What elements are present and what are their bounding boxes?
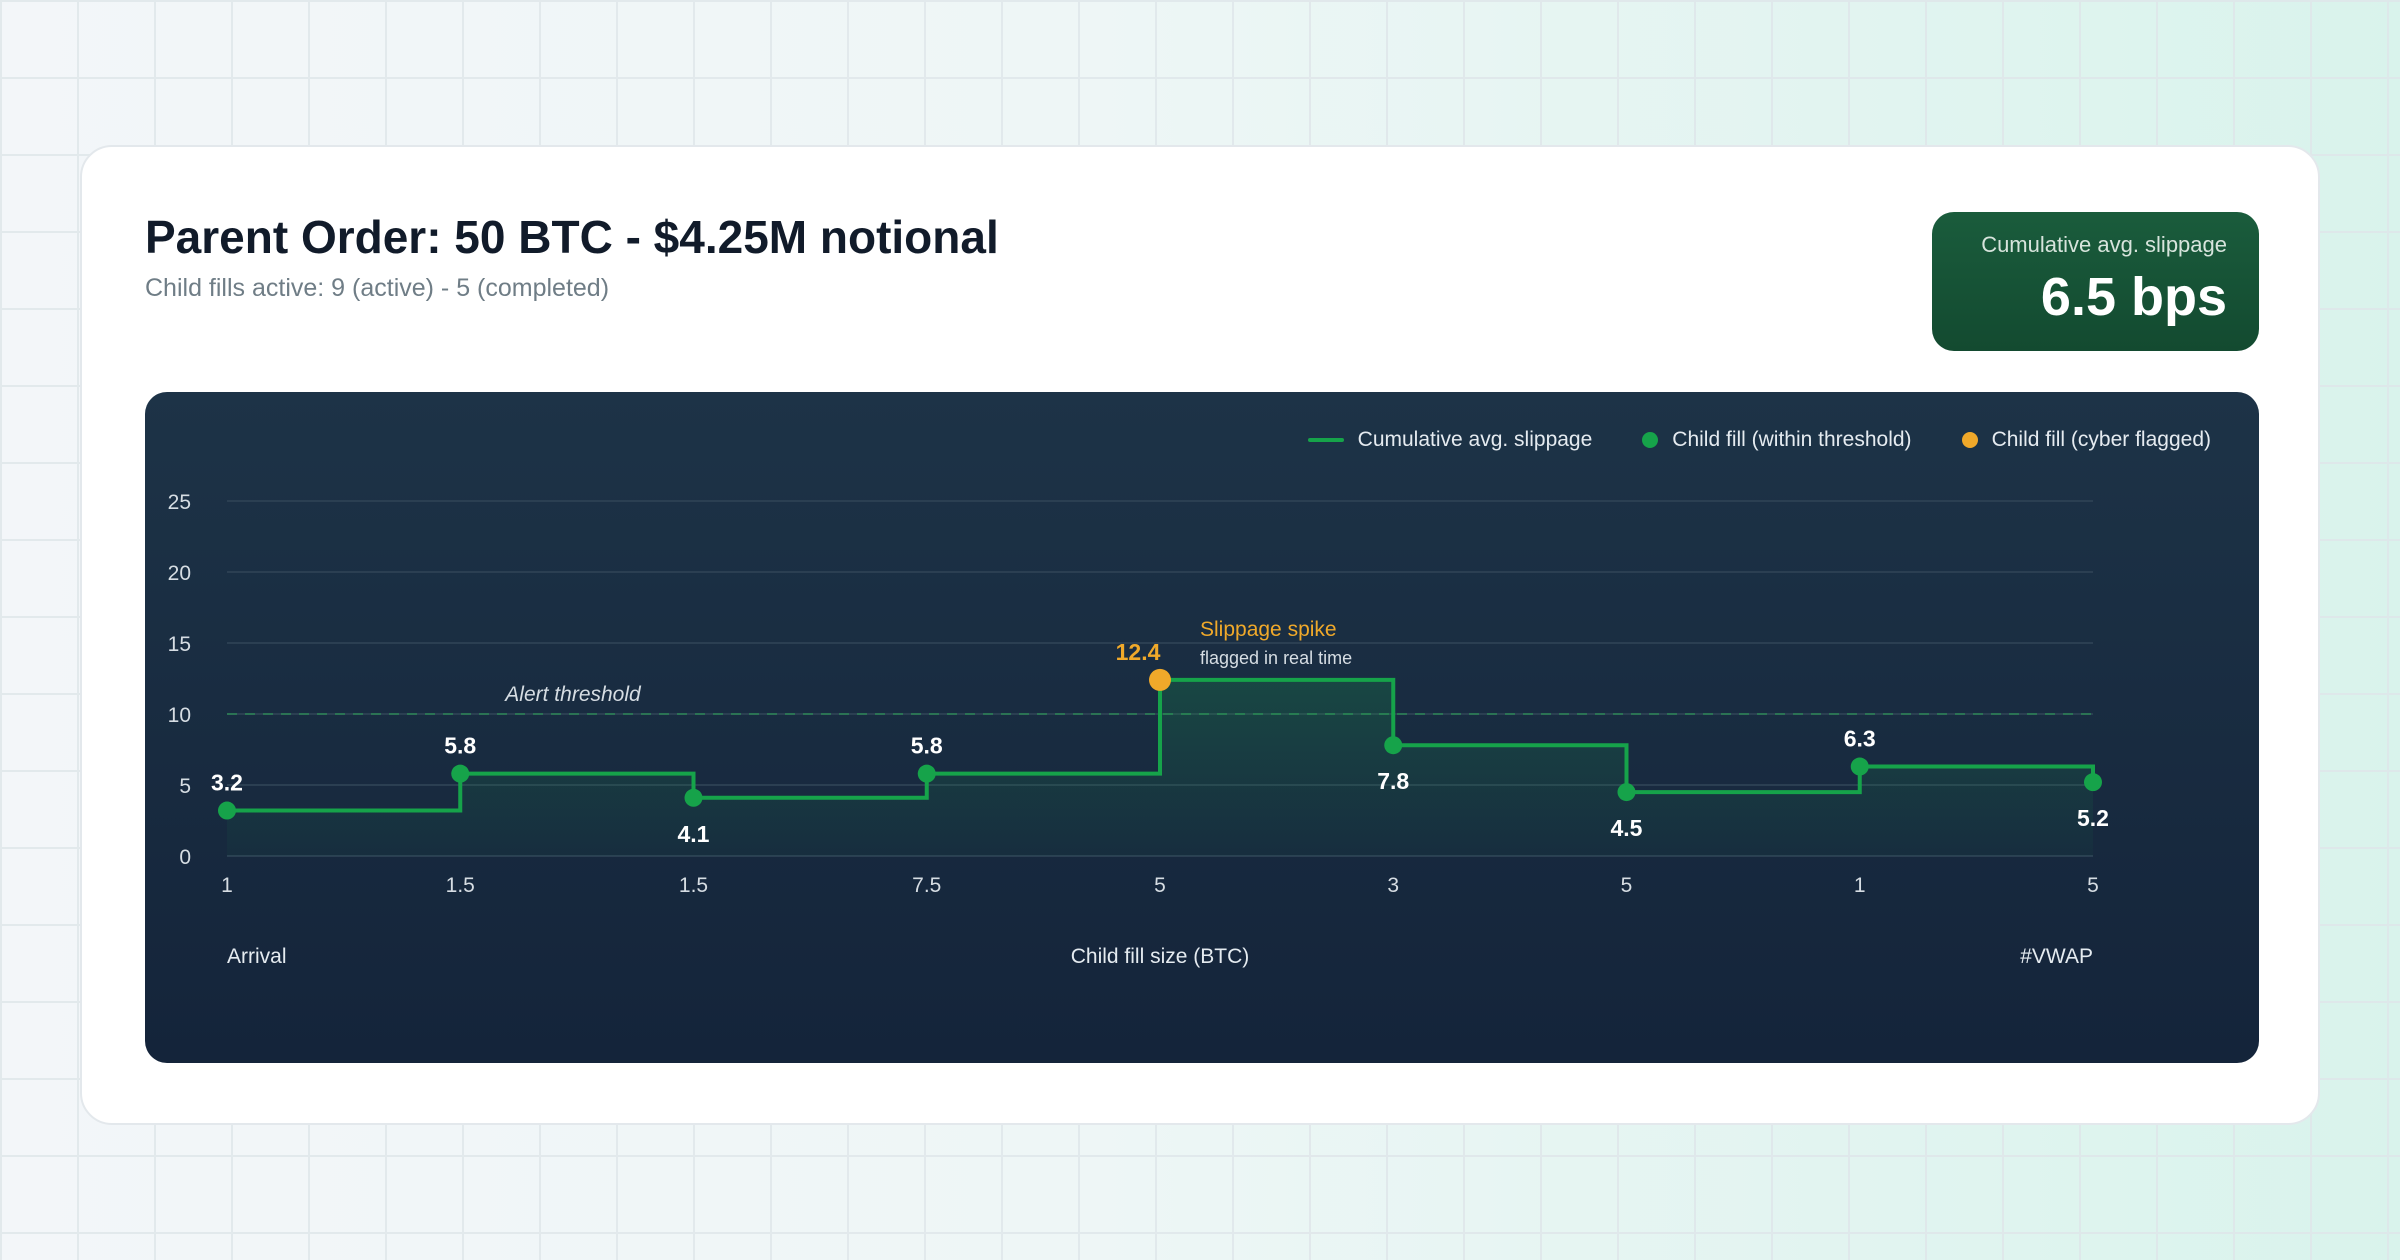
y-tick-label: 20 — [168, 562, 191, 585]
orange-dot-icon — [1961, 432, 1978, 448]
data-label: 5.8 — [444, 733, 476, 759]
x-tick-label: 1.5 — [679, 874, 708, 897]
y-tick-label: 5 — [179, 775, 191, 798]
x-tick-label: 1 — [221, 874, 233, 897]
line-swatch-icon — [1307, 438, 1344, 442]
x-axis-title: Child fill size (BTC) — [1071, 945, 1250, 968]
legend-item-normal: Child fill (within threshold) — [1642, 428, 1912, 452]
order-card: Parent Order: 50 BTC - $4.25M notional C… — [80, 145, 2320, 1125]
data-label: 12.4 — [1116, 639, 1161, 665]
data-label: 5.8 — [911, 733, 943, 759]
annotation-title: Slippage spike — [1200, 618, 1337, 641]
fill-point — [218, 801, 236, 820]
fill-point — [2084, 773, 2102, 792]
data-label: 4.5 — [1611, 815, 1643, 841]
y-tick-label: 25 — [168, 491, 191, 514]
flagged-fill-point — [1149, 668, 1171, 691]
fill-point — [917, 764, 936, 783]
x-tick-label: 5 — [2087, 874, 2099, 897]
legend-label: Child fill (within threshold) — [1672, 428, 1912, 451]
chart-panel: 0 5 10 15 20 25 Alert threshold 3.2 1 5.8 1.5 4.1 1.… — [145, 392, 2259, 1063]
data-label: 6.3 — [1844, 726, 1876, 752]
page-title: Parent Order: 50 BTC - $4.25M notional — [145, 211, 999, 263]
slippage-badge: Cumulative avg. slippage 6.5 bps — [1932, 212, 2259, 351]
x-tick-label: 3 — [1387, 874, 1399, 897]
page-subtitle: Child fills active: 9 (active) - 5 (comp… — [145, 274, 610, 302]
y-tick-label: 15 — [168, 633, 191, 656]
data-label: 4.1 — [678, 821, 710, 847]
legend-item-flagged: Child fill (cyber flagged) — [1961, 428, 2211, 452]
x-tick-label: 1.5 — [446, 874, 475, 897]
legend-label: Cumulative avg. slippage — [1357, 428, 1593, 451]
fill-point — [1384, 736, 1403, 755]
fill-point — [451, 764, 470, 783]
x-end-label: #VWAP — [2020, 945, 2093, 968]
x-tick-label: 5 — [1154, 874, 1166, 897]
fill-point — [684, 788, 703, 807]
legend-item-line: Cumulative avg. slippage — [1307, 428, 1593, 452]
x-start-label: Arrival — [227, 945, 287, 968]
chart-legend: Cumulative avg. slippage Child fill (wit… — [1307, 428, 2211, 452]
annotation-subtitle: flagged in real time — [1200, 648, 1352, 668]
x-tick-label: 1 — [1854, 874, 1866, 897]
green-dot-icon — [1642, 432, 1659, 448]
badge-label: Cumulative avg. slippage — [1981, 232, 2227, 257]
legend-label: Child fill (cyber flagged) — [1991, 428, 2211, 451]
data-label: 3.2 — [211, 770, 243, 796]
x-tick-label: 7.5 — [912, 874, 941, 897]
threshold-label: Alert threshold — [503, 683, 642, 706]
fill-point — [1617, 783, 1636, 802]
fill-point — [1850, 757, 1869, 776]
y-tick-label: 10 — [168, 704, 191, 727]
data-label: 7.8 — [1377, 768, 1409, 794]
data-label: 5.2 — [2077, 805, 2109, 831]
y-tick-label: 0 — [179, 846, 191, 869]
badge-value: 6.5 bps — [2040, 267, 2227, 327]
x-tick-label: 5 — [1621, 874, 1633, 897]
